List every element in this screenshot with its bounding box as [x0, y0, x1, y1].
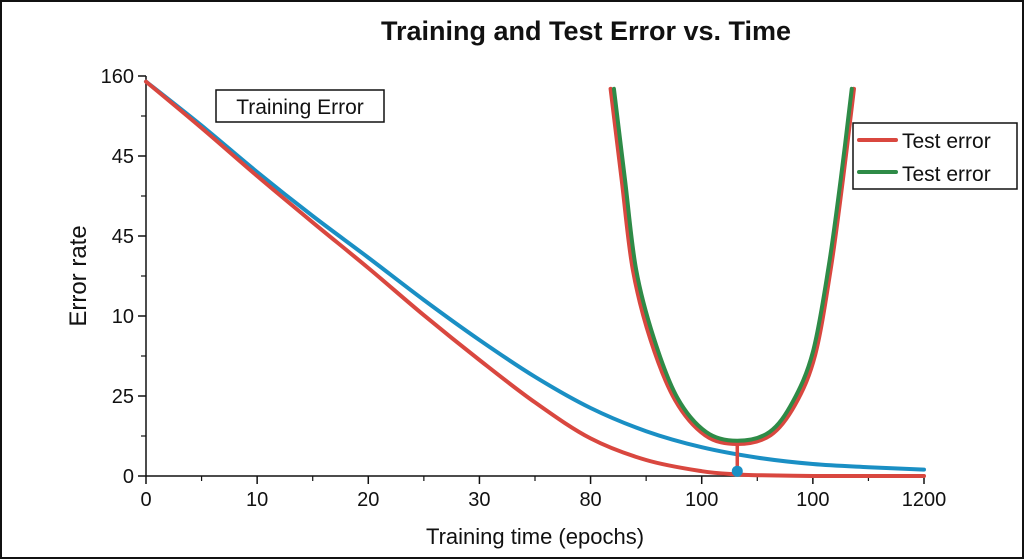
x-tick-label: 0: [140, 489, 151, 511]
y-tick-label: 45: [112, 226, 134, 248]
x-tick-label: 1200: [902, 489, 947, 511]
test-error-green-line: [611, 86, 854, 443]
chart-title: Training and Test Error vs. Time: [381, 16, 791, 46]
y-tick-label: 160: [101, 66, 134, 88]
y-tick-label: 0: [123, 466, 134, 488]
training-error-red-line: [144, 79, 926, 479]
legend-border: [852, 122, 1018, 190]
training-error-blue-line: [144, 79, 926, 472]
x-tick-label: 20: [357, 489, 379, 511]
axes: 0 10 20 30 80 100 100 1200 0 25 10 45 45 160: [101, 66, 947, 511]
legend-label-test-error-green: Test error: [902, 163, 991, 186]
legend-label-test-error-red: Test error: [902, 130, 991, 153]
y-tick-label: 25: [112, 386, 134, 408]
legend: Test error Test error: [852, 122, 1018, 190]
x-tick-label: 30: [468, 489, 490, 511]
annotation-border: [215, 89, 385, 123]
x-axis-label: Training time (epochs): [426, 524, 644, 549]
annotation-box: Training Error: [215, 89, 385, 123]
y-axis-label: Error rate: [65, 225, 92, 326]
x-tick-label: 100: [796, 489, 829, 511]
y-tick-label: 45: [112, 146, 134, 168]
x-tick-label: 10: [246, 489, 268, 511]
x-tick-label: 100: [685, 489, 718, 511]
annotation-training-error: Training Error: [236, 96, 364, 119]
x-tick-label: 80: [579, 489, 601, 511]
y-tick-label: 10: [112, 306, 134, 328]
test-error-red-line: [608, 86, 856, 447]
series-group: [144, 79, 926, 479]
minimum-point: [731, 465, 743, 477]
